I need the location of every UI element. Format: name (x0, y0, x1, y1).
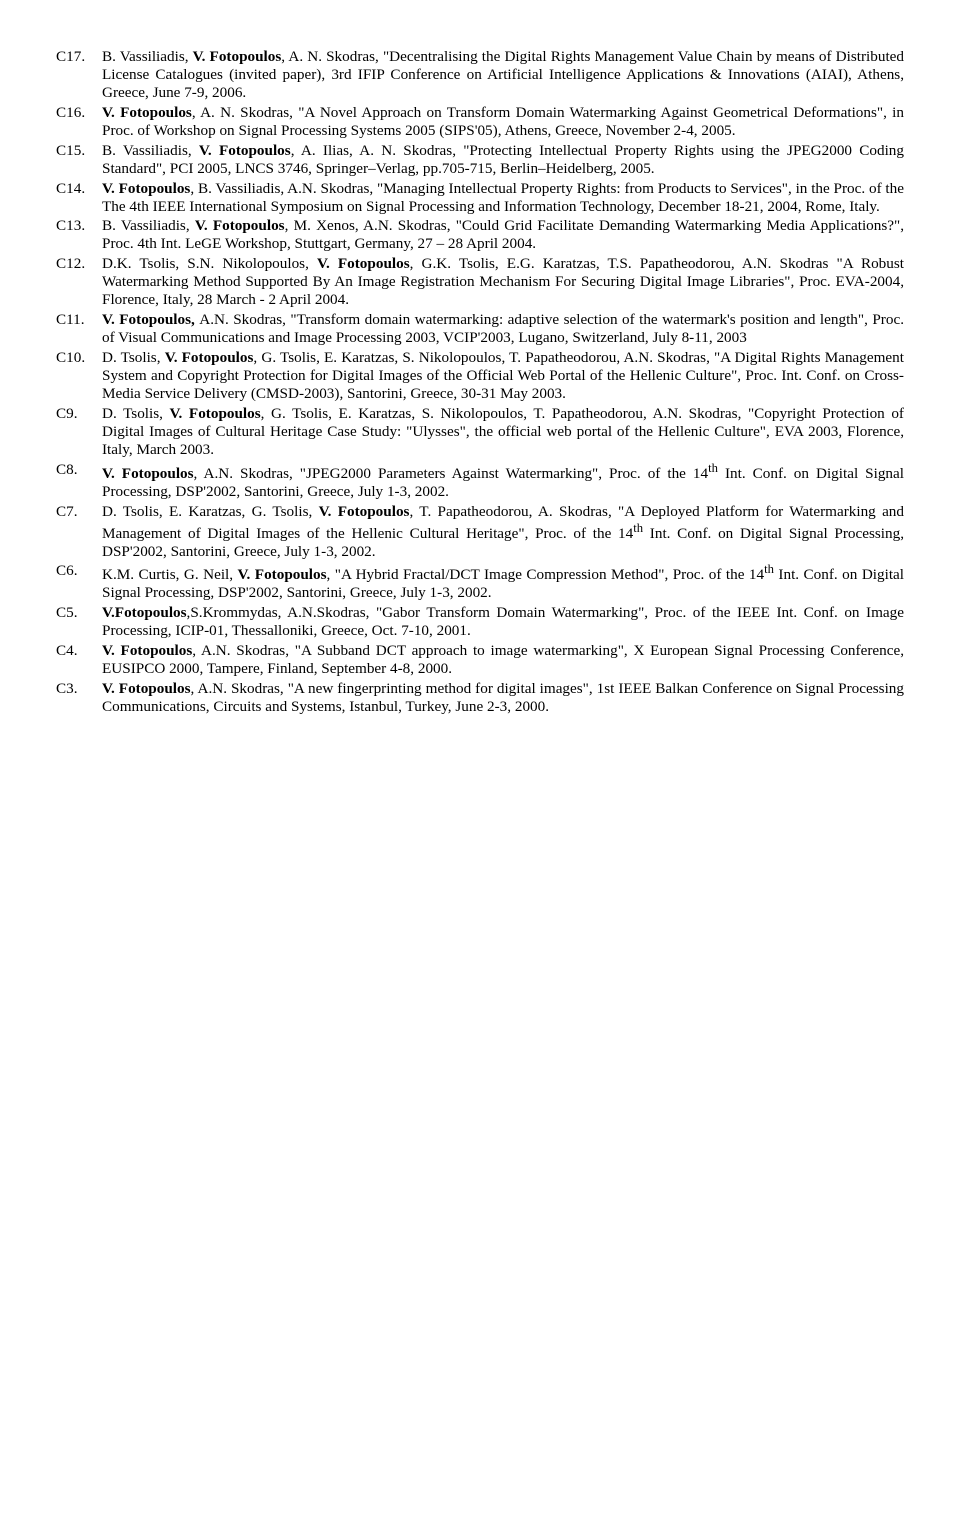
text-segment: V. Fotopoulos (165, 349, 254, 366)
reference-entry: C13.B. Vassiliadis, V. Fotopoulos, M. Xe… (56, 217, 904, 253)
reference-body: K.M. Curtis, G. Neil, V. Fotopoulos, "A … (102, 562, 904, 602)
reference-entry: C7.D. Tsolis, E. Karatzas, G. Tsolis, V.… (56, 503, 904, 561)
reference-entry: C9.D. Tsolis, V. Fotopoulos, G. Tsolis, … (56, 405, 904, 459)
reference-body: D. Tsolis, E. Karatzas, G. Tsolis, V. Fo… (102, 503, 904, 561)
reference-body: V. Fotopoulos, A.N. Skodras, "JPEG2000 P… (102, 461, 904, 501)
text-segment: V. Fotopoulos (199, 142, 291, 159)
reference-label: C5. (56, 604, 102, 640)
text-segment: V. Fotopoulos (102, 104, 192, 121)
text-segment: ,S.Krommydas, A.N.Skodras, "Gabor Transf… (102, 604, 904, 639)
text-segment: , A.N. Skodras, "A Subband DCT approach … (102, 642, 904, 677)
text-segment: K.M. Curtis, G. Neil, (102, 567, 238, 584)
reference-body: D.K. Tsolis, S.N. Nikolopoulos, V. Fotop… (102, 255, 904, 309)
text-segment: , "A Hybrid Fractal/DCT Image Compressio… (327, 567, 765, 584)
text-segment: V.Fotopoulos (102, 604, 187, 621)
reference-label: C10. (56, 349, 102, 403)
reference-body: V. Fotopoulos, A.N. Skodras, "A Subband … (102, 642, 904, 678)
text-segment: V. Fotopoulos (102, 180, 190, 197)
text-segment: D. Tsolis, (102, 405, 170, 422)
reference-entry: C6.K.M. Curtis, G. Neil, V. Fotopoulos, … (56, 562, 904, 602)
reference-body: D. Tsolis, V. Fotopoulos, G. Tsolis, E. … (102, 405, 904, 459)
text-segment: , A. N. Skodras, "A Novel Approach on Tr… (102, 104, 904, 139)
text-segment: B. Vassiliadis, (102, 217, 195, 234)
text-segment: V. Fotopoulos, (102, 311, 199, 328)
reference-label: C6. (56, 562, 102, 602)
reference-body: B. Vassiliadis, V. Fotopoulos, A. N. Sko… (102, 48, 904, 102)
reference-label: C17. (56, 48, 102, 102)
reference-entry: C10.D. Tsolis, V. Fotopoulos, G. Tsolis,… (56, 349, 904, 403)
reference-body: B. Vassiliadis, V. Fotopoulos, A. Ilias,… (102, 142, 904, 178)
text-segment: , A.N. Skodras, "JPEG2000 Parameters Aga… (194, 465, 709, 482)
reference-label: C7. (56, 503, 102, 561)
reference-label: C4. (56, 642, 102, 678)
text-segment: , A.N. Skodras, "A new fingerprinting me… (102, 680, 904, 715)
text-segment: th (633, 521, 643, 535)
reference-label: C14. (56, 180, 102, 216)
reference-label: C8. (56, 461, 102, 501)
reference-body: V. Fotopoulos, A.N. Skodras, "Transform … (102, 311, 904, 347)
reference-entry: C8.V. Fotopoulos, A.N. Skodras, "JPEG200… (56, 461, 904, 501)
text-segment: V. Fotopoulos (102, 465, 194, 482)
reference-entry: C4.V. Fotopoulos, A.N. Skodras, "A Subba… (56, 642, 904, 678)
reference-label: C9. (56, 405, 102, 459)
text-segment: V. Fotopoulos (238, 567, 327, 584)
reference-label: C11. (56, 311, 102, 347)
text-segment: A.N. Skodras, "Transform domain watermar… (102, 311, 904, 346)
reference-body: D. Tsolis, V. Fotopoulos, G. Tsolis, E. … (102, 349, 904, 403)
text-segment: th (708, 461, 718, 475)
reference-body: V. Fotopoulos, A.N. Skodras, "A new fing… (102, 680, 904, 716)
text-segment: D.K. Tsolis, S.N. Nikolopoulos, (102, 255, 317, 272)
reference-entry: C3.V. Fotopoulos, A.N. Skodras, "A new f… (56, 680, 904, 716)
reference-entry: C17.B. Vassiliadis, V. Fotopoulos, A. N.… (56, 48, 904, 102)
reference-entry: C12.D.K. Tsolis, S.N. Nikolopoulos, V. F… (56, 255, 904, 309)
text-segment: V. Fotopoulos (193, 48, 282, 65)
reference-entry: C14.V. Fotopoulos, B. Vassiliadis, A.N. … (56, 180, 904, 216)
reference-label: C16. (56, 104, 102, 140)
text-segment: V. Fotopoulos (317, 255, 410, 272)
text-segment: th (764, 562, 774, 576)
reference-label: C15. (56, 142, 102, 178)
reference-label: C3. (56, 680, 102, 716)
reference-body: V. Fotopoulos, B. Vassiliadis, A.N. Skod… (102, 180, 904, 216)
text-segment: D. Tsolis, (102, 349, 165, 366)
text-segment: B. Vassiliadis, (102, 48, 193, 65)
text-segment: , B. Vassiliadis, A.N. Skodras, "Managin… (102, 180, 904, 215)
reference-body: V.Fotopoulos,S.Krommydas, A.N.Skodras, "… (102, 604, 904, 640)
text-segment: V. Fotopoulos (102, 680, 191, 697)
text-segment: V. Fotopoulos (170, 405, 261, 422)
reference-list: C17.B. Vassiliadis, V. Fotopoulos, A. N.… (56, 48, 904, 716)
text-segment: D. Tsolis, E. Karatzas, G. Tsolis, (102, 503, 319, 520)
reference-label: C13. (56, 217, 102, 253)
reference-entry: C15.B. Vassiliadis, V. Fotopoulos, A. Il… (56, 142, 904, 178)
text-segment: V. Fotopoulos (102, 642, 192, 659)
reference-label: C12. (56, 255, 102, 309)
reference-entry: C5.V.Fotopoulos,S.Krommydas, A.N.Skodras… (56, 604, 904, 640)
text-segment: V. Fotopoulos (195, 217, 285, 234)
reference-entry: C16.V. Fotopoulos, A. N. Skodras, "A Nov… (56, 104, 904, 140)
reference-body: V. Fotopoulos, A. N. Skodras, "A Novel A… (102, 104, 904, 140)
reference-body: B. Vassiliadis, V. Fotopoulos, M. Xenos,… (102, 217, 904, 253)
text-segment: V. Fotopoulos (319, 503, 410, 520)
text-segment: B. Vassiliadis, (102, 142, 199, 159)
reference-entry: C11.V. Fotopoulos, A.N. Skodras, "Transf… (56, 311, 904, 347)
